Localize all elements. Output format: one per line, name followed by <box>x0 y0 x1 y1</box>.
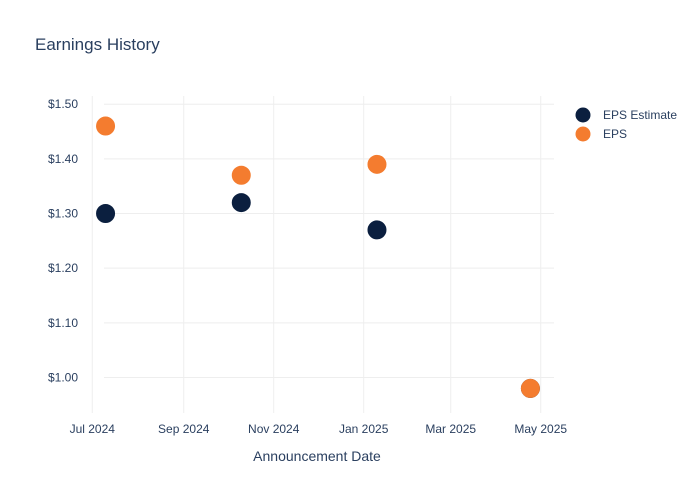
legend-marker-eps-estimate[interactable] <box>575 107 591 123</box>
chart-title: Earnings History <box>35 35 160 54</box>
x-tick-label: May 2025 <box>514 422 567 436</box>
legend-marker-eps[interactable] <box>575 126 591 142</box>
x-tick-label: Nov 2024 <box>248 422 300 436</box>
eps-estimate-point[interactable] <box>231 193 251 213</box>
y-tick-label: $1.30 <box>48 207 78 221</box>
y-axis-ticks: $1.00 $1.10 $1.20 $1.30 $1.40 $1.50 <box>48 97 78 384</box>
y-tick-label: $1.00 <box>48 370 78 384</box>
x-axis-ticks: Jul 2024 Sep 2024 Nov 2024 Jan 2025 Mar 2025… <box>70 422 568 436</box>
eps-point[interactable] <box>520 378 540 398</box>
y-tick-label: $1.10 <box>48 316 78 330</box>
x-tick-label: Mar 2025 <box>425 422 476 436</box>
eps-point[interactable] <box>96 116 116 136</box>
eps-point[interactable] <box>367 154 387 174</box>
x-tick-label: Sep 2024 <box>158 422 210 436</box>
y-tick-label: $1.20 <box>48 261 78 275</box>
grid-layer <box>91 96 554 413</box>
eps-estimate-point[interactable] <box>367 220 387 240</box>
y-tick-label: $1.40 <box>48 152 78 166</box>
x-tick-label: Jan 2025 <box>339 422 389 436</box>
x-axis-title: Announcement Date <box>253 448 381 464</box>
legend-label-eps[interactable]: EPS <box>603 127 627 141</box>
legend-label-eps-estimate[interactable]: EPS Estimate <box>603 108 677 122</box>
eps-point[interactable] <box>231 165 251 185</box>
legend[interactable]: EPS Estimate EPS <box>575 107 678 142</box>
x-tick-label: Jul 2024 <box>70 422 116 436</box>
data-points <box>96 116 540 398</box>
y-tick-label: $1.50 <box>48 97 78 111</box>
eps-estimate-point[interactable] <box>96 204 116 224</box>
